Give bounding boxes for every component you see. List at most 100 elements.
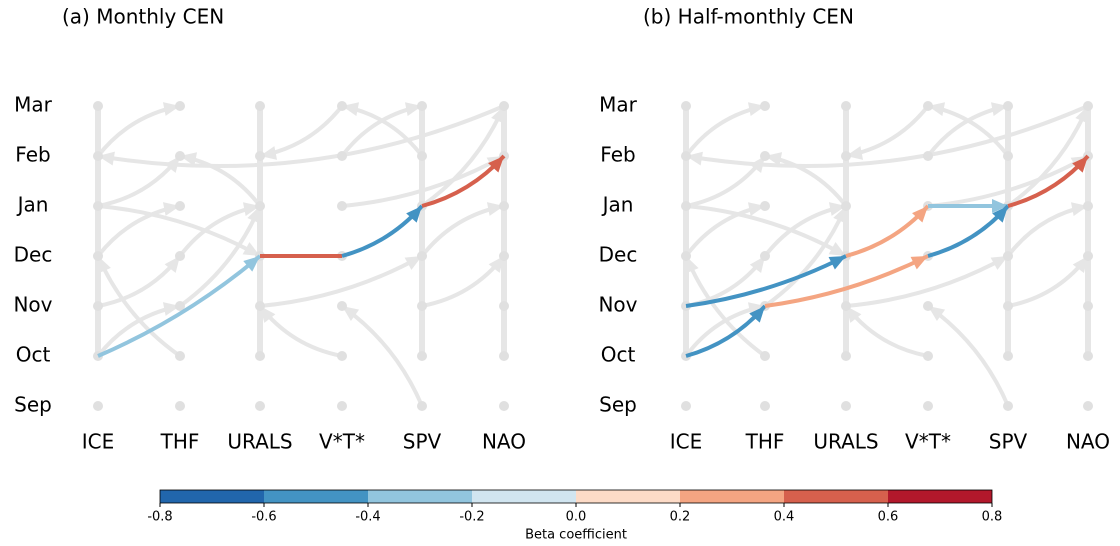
gray-edge [685, 104, 1089, 169]
causal-edge [764, 254, 929, 308]
gray-edge [845, 254, 1009, 308]
colorbar-tick-label: 0.0 [566, 510, 587, 525]
node [499, 101, 509, 111]
row-label: Dec [14, 243, 53, 267]
node [1003, 351, 1013, 361]
node [93, 301, 103, 311]
colorbar-tick-label: 0.8 [982, 510, 1003, 525]
node [681, 151, 691, 161]
node [760, 251, 770, 261]
gray-arrowhead [164, 256, 180, 273]
node [175, 201, 185, 211]
node [1083, 251, 1093, 261]
node [93, 151, 103, 161]
node [93, 401, 103, 411]
column-label: SPV [403, 430, 442, 454]
gray-edge [340, 304, 424, 407]
node [175, 151, 185, 161]
node [337, 351, 347, 361]
gray-arrowhead [1072, 256, 1088, 273]
colorbar-segment [680, 490, 784, 503]
row-label: Feb [15, 143, 50, 167]
node [1083, 101, 1093, 111]
column-label: THF [160, 430, 200, 454]
node [417, 151, 427, 161]
gray-edge [341, 154, 505, 208]
node [681, 101, 691, 111]
row-label: Dec [599, 243, 638, 267]
column-label: URALS [813, 430, 878, 454]
node [841, 201, 851, 211]
gray-arrowhead [260, 306, 276, 323]
causal-edge [97, 254, 262, 358]
column-label: ICE [670, 430, 703, 454]
node [175, 301, 185, 311]
gray-arrowhead [242, 242, 260, 256]
edge-arrowhead [910, 256, 928, 270]
node [841, 301, 851, 311]
node [93, 101, 103, 111]
gray-arrowhead [491, 106, 504, 124]
colorbar-tick-label: 0.6 [878, 510, 899, 525]
node [417, 351, 427, 361]
gray-edge [97, 204, 261, 258]
gray-arrowhead [749, 256, 765, 274]
colorbar-tick-label: 0.2 [670, 510, 691, 525]
node [417, 301, 427, 311]
gray-arrowhead [685, 256, 699, 274]
panel-title: (b) Half-monthly CEN [643, 5, 854, 29]
column-label: URALS [227, 430, 292, 454]
gray-arrowhead [488, 256, 504, 273]
node [681, 401, 691, 411]
row-label: Sep [14, 393, 52, 417]
edge-arrowhead [992, 199, 1008, 213]
row-label: Jan [601, 193, 634, 217]
node [417, 401, 427, 411]
node [1083, 201, 1093, 211]
node [337, 201, 347, 211]
colorbar-segment [368, 490, 472, 503]
column-label: ICE [82, 430, 115, 454]
gray-arrowhead [990, 256, 1008, 270]
node [337, 301, 347, 311]
row-label: Jan [16, 193, 49, 217]
gray-edge [97, 104, 505, 169]
gray-edge [926, 304, 1010, 407]
gray-arrowhead [1075, 106, 1089, 124]
row-label: Nov [598, 293, 637, 317]
node [499, 301, 509, 311]
row-label: Nov [13, 293, 52, 317]
gray-edge [927, 154, 1089, 208]
node [175, 351, 185, 361]
colorbar-tick-label: -0.8 [147, 510, 172, 525]
node [499, 401, 509, 411]
edge-arrowhead [749, 306, 765, 323]
gray-arrowhead [828, 242, 846, 256]
colorbar-segment [576, 490, 680, 503]
node [1003, 251, 1013, 261]
gray-arrowhead [833, 206, 847, 224]
node [337, 151, 347, 161]
row-label: Oct [16, 343, 51, 367]
node [1003, 301, 1013, 311]
edge-arrowhead [828, 256, 846, 270]
gray-arrowhead [928, 306, 946, 322]
node [1083, 401, 1093, 411]
column-label: V*T* [905, 430, 951, 454]
node [923, 101, 933, 111]
edge-arrowhead [1072, 156, 1088, 173]
node [841, 351, 851, 361]
gray-arrowhead [342, 306, 360, 322]
column-label: THF [745, 430, 785, 454]
node [255, 401, 265, 411]
colorbar-segment [784, 490, 888, 503]
gray-edge [259, 254, 423, 308]
node [175, 101, 185, 111]
node [499, 351, 509, 361]
node [681, 201, 691, 211]
edge-arrowhead [243, 256, 260, 272]
node [681, 251, 691, 261]
panel-title: (a) Monthly CEN [62, 5, 224, 29]
node [923, 351, 933, 361]
node [1003, 401, 1013, 411]
